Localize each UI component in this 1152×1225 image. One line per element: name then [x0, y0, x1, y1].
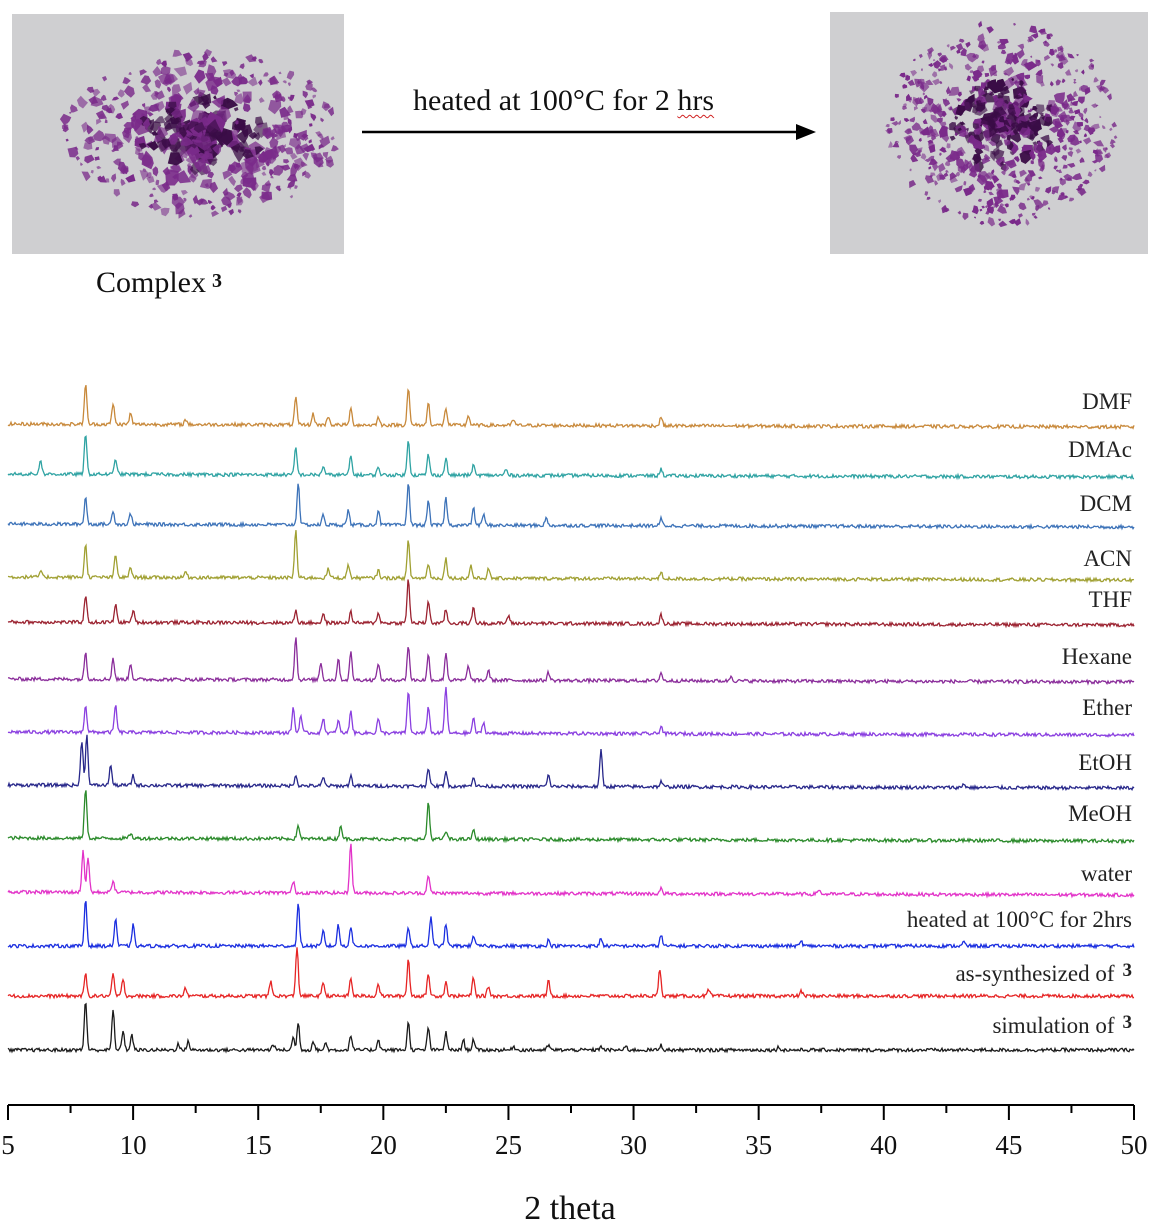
series-label-text: MeOH	[1068, 801, 1132, 826]
series-5: Hexane	[7, 637, 1135, 686]
series-label-number: 3	[1123, 960, 1133, 981]
reaction-arrow-label-suffix: hrs	[677, 84, 715, 117]
reaction-arrow-label: heated at 100°C for 2 hrs	[413, 84, 714, 118]
x-tick-label: 40	[870, 1130, 897, 1160]
reaction-arrow-head	[796, 124, 816, 140]
series-label: Hexane	[1062, 644, 1132, 669]
series-label: Ether	[1082, 695, 1132, 720]
series-label-text: Ether	[1082, 695, 1132, 720]
crystal-photo-after	[830, 12, 1148, 254]
crystal-pile	[59, 49, 339, 219]
series-label-text: water	[1081, 861, 1132, 886]
series-label-text: DMAc	[1068, 437, 1132, 462]
series-line	[7, 947, 1135, 1000]
x-tick-label: 50	[1121, 1130, 1148, 1160]
series-line	[7, 901, 1135, 950]
x-tick-label: 35	[745, 1130, 772, 1160]
x-axis: 5 10 15 20 25 30 35 40 45 50 2 theta	[1, 1104, 1148, 1225]
crystal-pile	[885, 20, 1118, 228]
crystal-photo-before	[12, 14, 344, 254]
series-label-number: 3	[1123, 1012, 1133, 1033]
series-0: DMF	[7, 385, 1135, 431]
series-label: heated at 100°C for 2hrs	[907, 907, 1132, 932]
series-6: Ether	[7, 686, 1135, 739]
series-line	[7, 843, 1135, 899]
series-label: DMF	[1082, 389, 1132, 414]
crystal-photo-before-image	[12, 14, 344, 254]
x-tick-label: 5	[1, 1130, 15, 1160]
series-line	[7, 1002, 1135, 1054]
x-tick-label: 45	[995, 1130, 1022, 1160]
series-label: THF	[1089, 587, 1132, 612]
series-label: as-synthesized of 3	[955, 960, 1132, 986]
series-label: ACN	[1083, 546, 1132, 571]
series-line	[7, 637, 1135, 686]
series-label-text: simulation of	[992, 1013, 1114, 1038]
x-tick-label: 15	[245, 1130, 272, 1160]
series-2: DCM	[7, 483, 1135, 531]
series-label: simulation of 3	[992, 1012, 1132, 1038]
series-label-text: EtOH	[1078, 750, 1132, 775]
series-label: EtOH	[1078, 750, 1132, 775]
series-label-text: THF	[1089, 587, 1132, 612]
x-tick-label: 10	[120, 1130, 147, 1160]
complex-caption-number: 3	[212, 270, 222, 292]
series-8: MeOH	[7, 790, 1135, 845]
series-3: ACN	[7, 530, 1135, 584]
series-line	[7, 483, 1135, 531]
series-label: DCM	[1080, 491, 1132, 516]
series-line	[7, 435, 1135, 481]
series-line	[7, 790, 1135, 845]
x-tick-label: 20	[370, 1130, 397, 1160]
series-label: MeOH	[1068, 801, 1132, 826]
series-label: DMAc	[1068, 437, 1132, 462]
series-1: DMAc	[7, 435, 1135, 481]
series-7: EtOH	[7, 734, 1135, 792]
reaction-arrow	[362, 124, 816, 140]
complex-caption-label: Complex	[96, 266, 206, 299]
series-label: water	[1081, 861, 1132, 886]
series-11: as-synthesized of 3	[7, 947, 1135, 1000]
x-tick-label: 30	[620, 1130, 647, 1160]
series-12: simulation of 3	[7, 1002, 1135, 1054]
series-label-text: as-synthesized of	[955, 961, 1114, 986]
series-10: heated at 100°C for 2hrs	[7, 901, 1135, 950]
pxrd-chart: DMF DMAc DCM ACN THF Hexane Ether EtOH MeOH water…	[1, 385, 1148, 1225]
series-9: water	[7, 843, 1135, 899]
complex-caption: Complex 3	[96, 266, 222, 300]
series-label-text: DCM	[1080, 491, 1132, 516]
x-tick-label: 25	[495, 1130, 522, 1160]
series-line	[7, 385, 1135, 431]
series-line	[7, 530, 1135, 584]
series-label-text: heated at 100°C for 2hrs	[907, 907, 1132, 932]
series-line	[7, 579, 1135, 629]
series-label-text: DMF	[1082, 389, 1132, 414]
series-label-text: ACN	[1083, 546, 1132, 571]
reaction-arrow-label-prefix: heated at 100°C for 2	[413, 84, 678, 117]
x-axis-title: 2 theta	[524, 1190, 616, 1225]
crystal-photo-after-image	[830, 12, 1148, 254]
series-line	[7, 734, 1135, 792]
series-4: THF	[7, 579, 1135, 629]
series-label-text: Hexane	[1062, 644, 1132, 669]
series-line	[7, 686, 1135, 739]
